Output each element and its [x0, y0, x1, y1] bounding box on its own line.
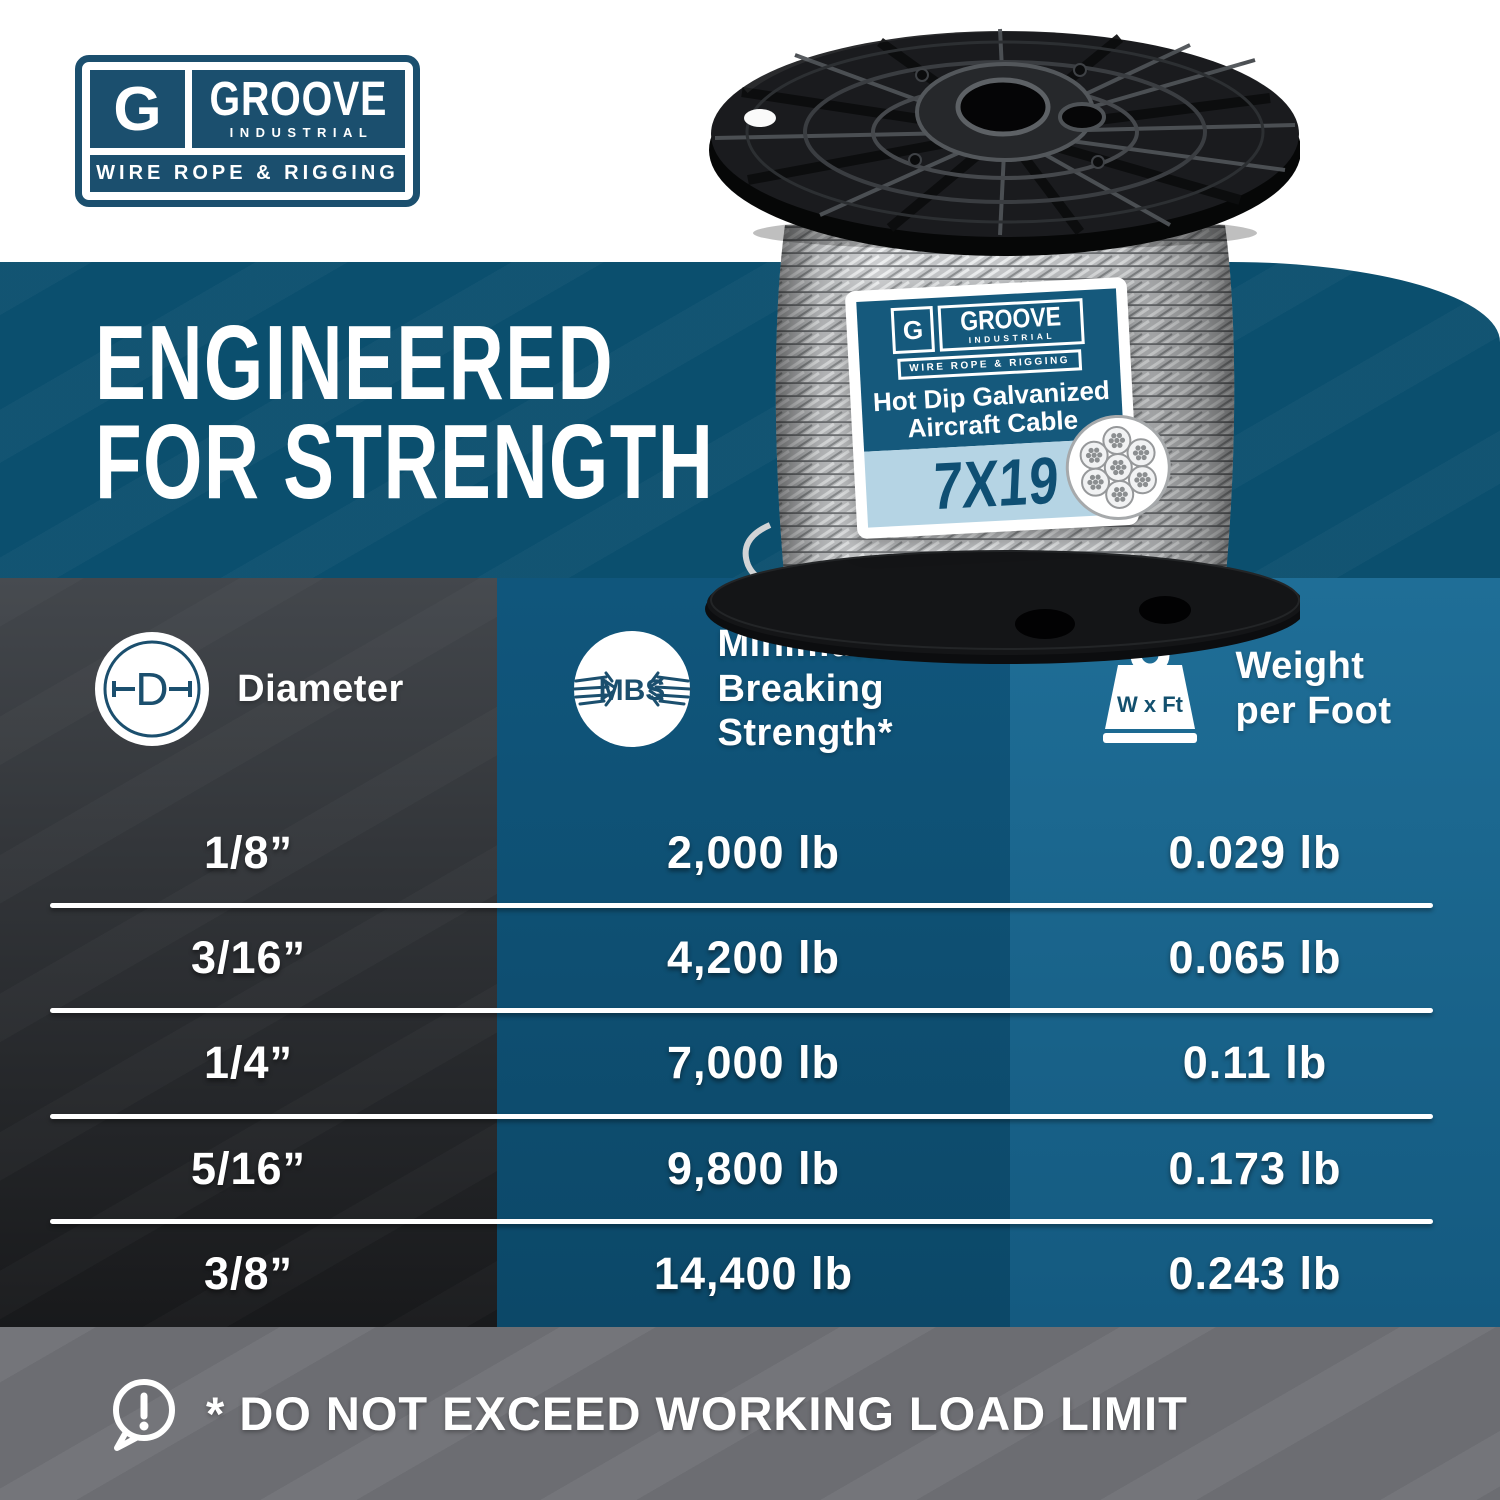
row-divider: [50, 1008, 1433, 1013]
header-mbs: MBS Minimum Breaking Strength*: [497, 578, 1010, 800]
headline-line2: FOR STRENGTH: [95, 402, 715, 521]
table-row: 1/8” 2,000 lb 0.029 lb: [0, 800, 1500, 905]
weight-value: 0.173 lb: [1168, 1142, 1342, 1194]
brand-logo-mark: G: [90, 70, 185, 148]
spool-bottom-flange: [705, 550, 1300, 664]
product-label: G GROOVE INDUSTRIAL WIRE ROPE & RIGGING …: [844, 276, 1171, 540]
diameter-value: 1/4”: [203, 1037, 294, 1089]
hero-banner: ENGINEERED FOR STRENGTH: [0, 262, 1500, 578]
weight-icon-letters: W x Ft: [1117, 692, 1184, 717]
mbs-value: 2,000 lb: [666, 826, 841, 878]
table-row: 3/8” 14,400 lb 0.243 lb: [0, 1222, 1500, 1327]
headline-line1: ENGINEERED: [95, 304, 615, 422]
diameter-value: 1/8”: [203, 826, 294, 878]
row-divider: [50, 903, 1433, 908]
header-mbs-label: Minimum Breaking Strength*: [717, 623, 893, 755]
diameter-value: 3/16”: [190, 932, 307, 984]
brand-logo: G GROOVE INDUSTRIAL WIRE ROPE & RIGGING: [75, 55, 420, 207]
footer-warning-bar: * DO NOT EXCEED WORKING LOAD LIMIT: [0, 1327, 1500, 1500]
column-weight-background: [1010, 578, 1500, 1327]
label-logo: G GROOVE INDUSTRIAL: [890, 298, 1085, 355]
brand-logo-sub: INDUSTRIAL: [229, 124, 374, 140]
weight-value: 0.243 lb: [1168, 1248, 1342, 1300]
brand-logo-name: GROOVE: [209, 73, 388, 127]
header-diameter-label: Diameter: [237, 667, 404, 710]
column-diameter-background: [0, 578, 497, 1327]
headline: ENGINEERED FOR STRENGTH: [95, 304, 715, 521]
label-logo-name: GROOVE: [959, 301, 1062, 337]
table-row: 1/4” 7,000 lb 0.11 lb: [0, 1011, 1500, 1116]
alert-bubble-icon: [113, 1378, 175, 1451]
row-divider: [50, 1219, 1433, 1224]
header-diameter: D Diameter: [0, 578, 497, 800]
table-rows: 1/8” 2,000 lb 0.029 lb 3/16” 4,200 lb 0.…: [0, 800, 1500, 1327]
diameter-value: 5/16”: [190, 1142, 307, 1194]
weight-value: 0.029 lb: [1168, 826, 1342, 878]
mbs-value: 9,800 lb: [666, 1142, 841, 1194]
mbs-icon: MBS: [572, 631, 691, 747]
label-logo-mark: G: [890, 305, 936, 355]
mbs-icon-letters: MBS: [598, 674, 665, 707]
weight-value: 0.065 lb: [1168, 932, 1342, 984]
mbs-value: 7,000 lb: [666, 1037, 841, 1089]
table-row: 5/16” 9,800 lb 0.173 lb: [0, 1116, 1500, 1221]
mbs-value: 14,400 lb: [653, 1248, 854, 1300]
spec-table: D Diameter MBS Minimum Breaking Strength…: [0, 578, 1500, 1327]
diameter-icon: D: [95, 632, 210, 746]
diameter-icon-letter: D: [136, 663, 169, 715]
mbs-value: 4,200 lb: [666, 932, 841, 984]
cable-construction: 7X19: [931, 442, 1061, 524]
weight-value: 0.11 lb: [1182, 1037, 1328, 1089]
row-divider: [50, 1114, 1433, 1119]
header-weight-label: Weight per Foot: [1235, 645, 1392, 732]
label-tagline: WIRE ROPE & RIGGING: [896, 349, 1083, 380]
table-row: 3/16” 4,200 lb 0.065 lb: [0, 905, 1500, 1010]
brand-logo-tagline: WIRE ROPE & RIGGING: [90, 155, 405, 192]
cable-cross-section-icon: [1065, 414, 1171, 520]
warning-text: * DO NOT EXCEED WORKING LOAD LIMIT: [206, 1387, 1188, 1440]
diameter-value: 3/8”: [203, 1248, 294, 1300]
spool-top-flange: [709, 23, 1300, 256]
